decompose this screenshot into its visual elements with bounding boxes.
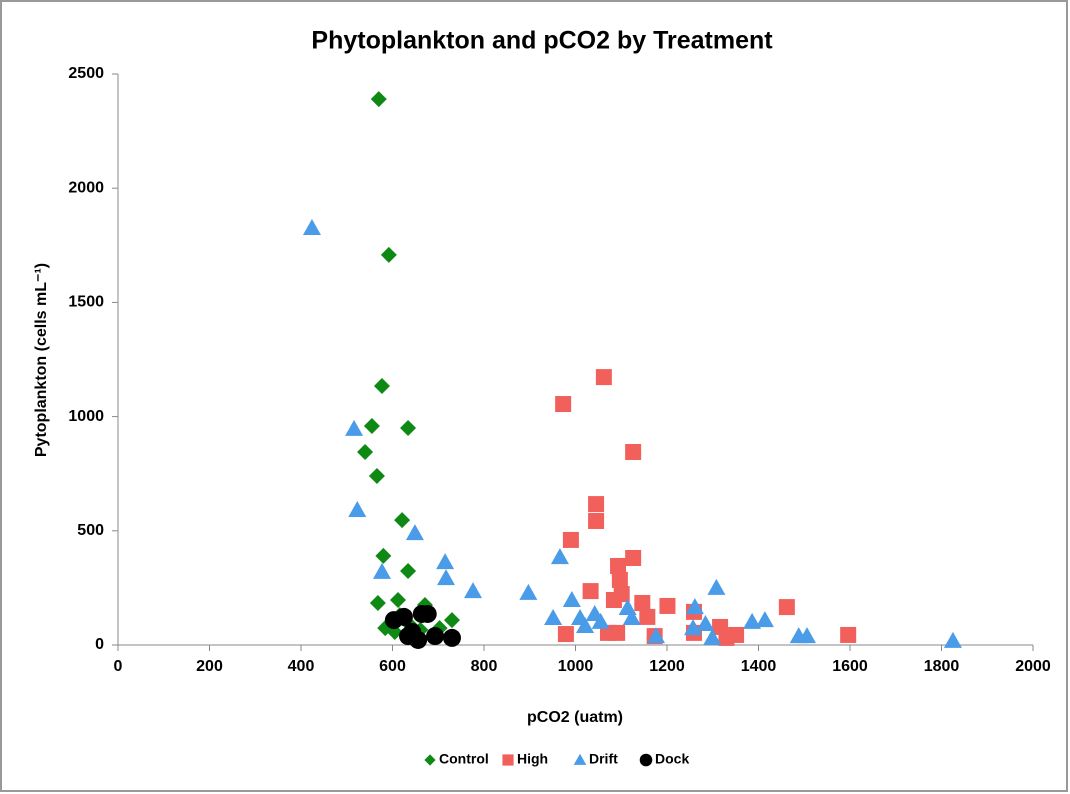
x-tick-label: 1000 [558,658,594,675]
point [544,609,563,626]
point [348,501,367,518]
point [582,583,599,600]
point [399,627,418,646]
x-tick-label: 600 [379,658,406,675]
point [622,609,641,626]
legend-marker [424,754,436,766]
point [588,512,605,529]
point [647,627,666,644]
x-tick-label: 2000 [1015,658,1051,675]
point [436,553,455,570]
point [405,524,424,541]
point [372,562,391,579]
x-tick-label: 400 [288,658,315,675]
point [394,512,411,529]
point [550,548,569,565]
point [418,604,437,623]
point [625,444,642,461]
point [443,612,460,629]
point [562,591,581,608]
point [685,598,704,615]
point [373,377,390,394]
point [659,597,676,614]
point [591,612,610,629]
point [357,444,374,461]
point [380,246,397,263]
point [426,627,445,646]
point [696,614,715,631]
point [400,562,417,579]
point [369,594,386,611]
point [728,626,745,643]
point [442,628,461,647]
point [797,627,816,644]
point [363,417,380,434]
point [703,628,722,645]
legend-marker [573,753,587,765]
point [576,617,595,634]
point [464,582,483,599]
point [437,569,456,586]
point [389,592,406,609]
point [370,91,387,108]
legend-marker [639,753,653,767]
legend-label: Control [439,751,489,767]
point [778,599,795,616]
point [609,624,626,641]
chart-title: Phytoplankton and pCO2 by Treatment [311,27,773,55]
point [555,396,572,413]
point [943,631,962,648]
point [562,531,579,548]
point [595,369,612,386]
x-tick-label: 1800 [924,658,960,675]
point [840,626,857,643]
y-tick-label: 2500 [68,65,104,82]
point [639,608,656,625]
point [743,612,762,629]
point [557,626,574,643]
point [519,583,538,600]
point [634,594,651,611]
x-tick-label: 1600 [832,658,868,675]
legend-label: High [517,751,548,767]
legend-label: Dock [655,751,689,767]
point [368,467,385,484]
point [588,496,605,513]
x-tick-label: 1200 [649,658,685,675]
y-axis-label: Pytoplankton (cells mL⁻¹) [33,263,50,457]
point [707,578,726,595]
legend-label: Drift [589,751,618,767]
point [755,611,774,628]
point [611,571,628,588]
point [345,419,364,436]
point [684,619,703,636]
y-tick-label: 0 [95,636,104,653]
y-tick-label: 500 [77,522,104,539]
y-tick-label: 1500 [68,294,104,311]
x-tick-label: 200 [196,658,223,675]
legend-marker [502,754,514,766]
x-tick-label: 800 [471,658,498,675]
point [610,557,627,574]
x-tick-label: 0 [114,658,123,675]
point [605,592,622,609]
y-tick-label: 2000 [68,179,104,196]
point [394,607,413,626]
point [302,218,321,235]
y-tick-label: 1000 [68,408,104,425]
x-axis-label: pCO2 (uatm) [527,709,623,726]
x-tick-label: 1400 [741,658,777,675]
point [400,420,417,437]
point [625,549,642,566]
point [375,547,392,564]
